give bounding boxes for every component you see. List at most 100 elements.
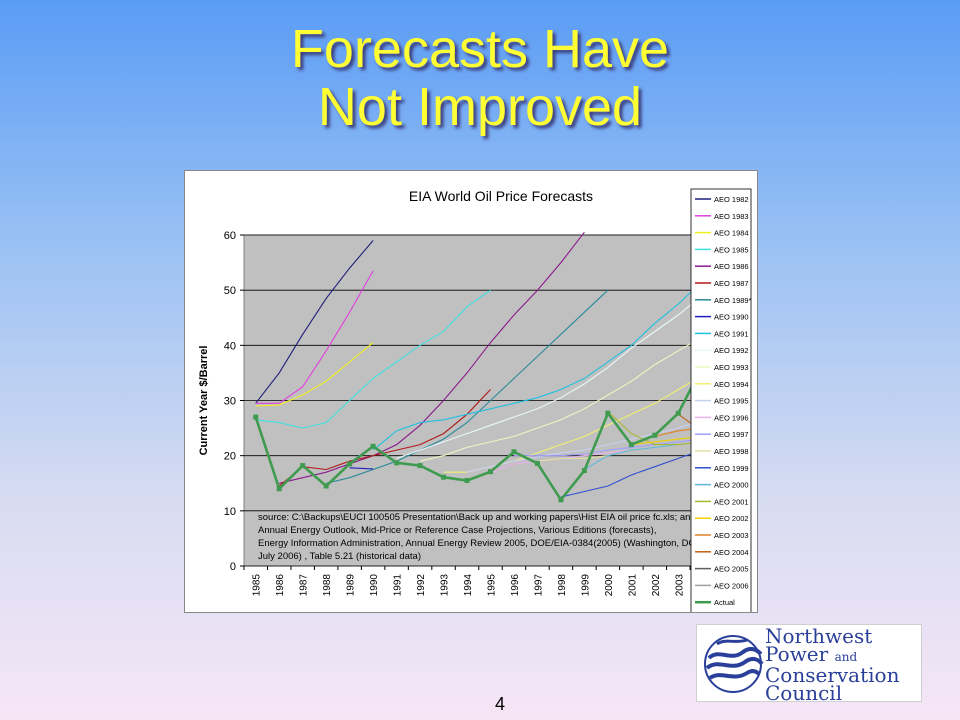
x-tick-label: 2003 bbox=[674, 574, 685, 597]
actual-point bbox=[253, 414, 259, 420]
x-tick-label: 1986 bbox=[275, 574, 286, 597]
logo-wordmark: Northwest Power and Conservation Council bbox=[765, 624, 921, 705]
actual-point bbox=[323, 483, 329, 489]
x-tick-label: 1994 bbox=[463, 574, 474, 597]
series-line-aeo-1987 bbox=[278, 389, 491, 487]
actual-point bbox=[511, 449, 517, 455]
actual-point bbox=[347, 461, 353, 467]
actual-point bbox=[605, 410, 611, 416]
series-line-aeo-1989- bbox=[326, 289, 609, 484]
legend-label: AEO 1989* bbox=[714, 296, 752, 305]
x-tick-label: 2000 bbox=[604, 574, 615, 597]
legend-label: AEO 1995 bbox=[714, 397, 749, 406]
actual-point bbox=[675, 410, 681, 416]
y-tick-label: 10 bbox=[224, 506, 236, 518]
legend-label: AEO 2004 bbox=[714, 548, 749, 557]
legend-label: AEO 2006 bbox=[714, 581, 749, 590]
source-note-line: source: C:\Backups\EUCI 100505 Presentat… bbox=[258, 512, 696, 523]
legend-label: AEO 1990 bbox=[714, 313, 749, 322]
series-line-aeo-1993 bbox=[419, 322, 726, 462]
y-tick-label: 0 bbox=[230, 561, 236, 573]
series-line-aeo-1982 bbox=[255, 240, 374, 404]
actual-point bbox=[558, 497, 564, 503]
legend-label: AEO 1997 bbox=[714, 430, 749, 439]
x-tick-label: 1999 bbox=[580, 574, 591, 597]
actual-point bbox=[488, 469, 493, 475]
series-line-aeo-1983 bbox=[255, 270, 374, 404]
source-note-line: July 2006) , Table 5.21 (historical data… bbox=[258, 551, 421, 562]
x-tick-label: 1997 bbox=[533, 574, 544, 597]
legend-label: AEO 1999 bbox=[714, 464, 749, 473]
legend-label: AEO 2005 bbox=[714, 565, 749, 574]
y-tick-label: 40 bbox=[224, 340, 236, 352]
y-tick-label: 50 bbox=[224, 285, 236, 297]
series-line-aeo-1984 bbox=[255, 342, 374, 407]
series-line-aeo-1995 bbox=[466, 410, 726, 473]
chart-container: EIA World Oil Price Forecasts 0 10 20 30 40 50… bbox=[184, 170, 758, 613]
legend-label: AEO 1984 bbox=[714, 229, 749, 238]
legend-label: AEO 1994 bbox=[714, 380, 749, 389]
legend-label: AEO 1985 bbox=[714, 245, 749, 254]
oil-price-chart: EIA World Oil Price Forecasts 0 10 20 30 40 50… bbox=[198, 188, 752, 612]
x-tick-label: 1995 bbox=[487, 574, 498, 597]
logo-line-2-main: Power bbox=[765, 642, 829, 666]
x-tick-label: 2001 bbox=[627, 574, 638, 597]
legend-label: Actual bbox=[714, 598, 735, 607]
y-tick-label: 60 bbox=[224, 230, 236, 242]
legend-label: AEO 2002 bbox=[714, 514, 749, 523]
x-tick-label: 1987 bbox=[299, 574, 310, 597]
x-tick-label: 1992 bbox=[416, 574, 427, 597]
legend-label: AEO 1982 bbox=[714, 195, 749, 204]
legend-label: AEO 1992 bbox=[714, 346, 749, 355]
actual-point bbox=[417, 463, 423, 469]
logo-line-2: Power and bbox=[765, 642, 921, 666]
logo-line-4: Council bbox=[765, 681, 843, 705]
legend-label: AEO 1991 bbox=[714, 329, 749, 338]
x-tick-label: 2002 bbox=[651, 574, 662, 597]
slide-title-line-1: Forecasts Have bbox=[290, 19, 670, 79]
legend-label: AEO 1986 bbox=[714, 262, 749, 271]
series-line-aeo-1997 bbox=[514, 435, 726, 457]
legend-label: AEO 2000 bbox=[714, 481, 749, 490]
x-tick-label: 1985 bbox=[252, 574, 263, 597]
series-line-aeo-1986 bbox=[279, 231, 585, 484]
actual-point bbox=[534, 460, 540, 466]
logo-line-1: Northwest bbox=[765, 624, 873, 648]
x-tick-label: 1990 bbox=[369, 574, 380, 597]
x-tick-label: 1998 bbox=[557, 574, 568, 597]
logo-line-2-small: and bbox=[834, 650, 858, 664]
actual-point bbox=[370, 443, 376, 449]
x-tick-label: 1996 bbox=[510, 574, 521, 597]
y-tick-label: 30 bbox=[224, 396, 236, 408]
x-tick-label: 1989 bbox=[346, 574, 357, 597]
actual-point bbox=[581, 468, 587, 474]
actual-point bbox=[394, 460, 400, 466]
actual-point bbox=[276, 486, 282, 492]
slide-title-line-2: Not Improved bbox=[317, 77, 643, 137]
x-tick-label: 1988 bbox=[322, 574, 333, 597]
actual-point bbox=[628, 442, 634, 448]
series-line-aeo-1991 bbox=[372, 262, 726, 451]
series-line-aeo-1992 bbox=[396, 275, 726, 459]
series-line-aeo-1990 bbox=[349, 467, 374, 470]
chart-title: EIA World Oil Price Forecasts bbox=[409, 188, 593, 204]
legend-label: AEO 1996 bbox=[714, 413, 749, 422]
council-logo: Northwest Power and Conservation Council bbox=[696, 624, 922, 705]
legend-label: AEO 1993 bbox=[714, 363, 749, 372]
x-tick-label: 1991 bbox=[393, 574, 404, 597]
y-axis-label: Current Year $/Barrel bbox=[198, 346, 210, 456]
logo-line-3: Conservation bbox=[765, 663, 900, 687]
actual-point bbox=[464, 477, 470, 483]
legend-label: AEO 1998 bbox=[714, 447, 749, 456]
source-note-line: Energy Information Administration, Annua… bbox=[258, 538, 698, 549]
actual-point bbox=[300, 463, 306, 469]
slide-title: Forecasts Have Not Improved bbox=[0, 20, 960, 136]
source-note-line: Annual Energy Outlook, Mid-Price or Refe… bbox=[258, 525, 656, 536]
actual-point bbox=[652, 432, 658, 438]
series-line-aeo-1985 bbox=[255, 289, 491, 429]
x-tick-label: 1993 bbox=[440, 574, 451, 597]
swirl-globe-icon bbox=[704, 635, 764, 693]
y-tick-label: 20 bbox=[224, 451, 236, 463]
page-number: 4 bbox=[494, 694, 505, 714]
legend-label: AEO 2003 bbox=[714, 531, 749, 540]
